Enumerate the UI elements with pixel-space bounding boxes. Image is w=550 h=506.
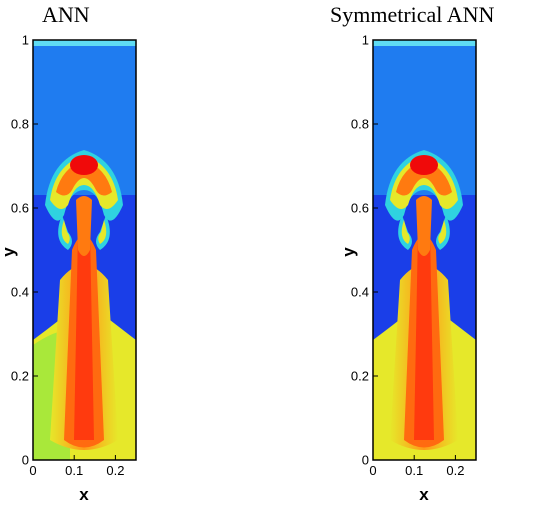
y-tick-label: 0.4: [351, 285, 369, 300]
y-tick-label: 0.2: [11, 369, 29, 384]
vortex-left-core: [61, 220, 70, 244]
chart-panel-symmetrical-ann: Symmetrical ANN: [330, 0, 550, 506]
x-tick-label: 0: [29, 463, 36, 478]
x-tick-label: 0.1: [405, 463, 423, 478]
x-tick-label: 0: [369, 463, 376, 478]
chart-title: Symmetrical ANN: [330, 2, 495, 27]
axis-ticks: 0 0.2 0.4 0.6 0.8 1 0 0.1 0.2: [11, 33, 125, 479]
y-tick-label: 0: [362, 453, 369, 468]
y-tick-label: 0.4: [11, 285, 29, 300]
top-band: [33, 40, 136, 46]
chart-panel-ann: ANN: [0, 0, 170, 506]
chart-svg: 0 0.2 0.4 0.6 0.8 1 0 0.1 0.2 y x: [0, 33, 137, 504]
y-tick-label: 0.8: [351, 117, 369, 132]
cap-ring: [390, 155, 458, 209]
vortex-right-core: [98, 220, 107, 244]
top-band: [373, 40, 476, 46]
chart-title: ANN: [42, 2, 90, 27]
y-tick-label: 0.8: [11, 117, 29, 132]
vortex-left-core: [401, 220, 410, 244]
x-axis-label: x: [79, 485, 89, 504]
chart-svg: 0 0.2 0.4 0.6 0.8 1 0 0.1 0.2 y x: [339, 33, 477, 504]
x-tick-label: 0.2: [446, 463, 464, 478]
y-axis-label: y: [0, 247, 18, 257]
y-tick-label: 1: [362, 33, 369, 48]
cap-peak: [70, 155, 98, 175]
cap-hot: [56, 160, 112, 196]
plume-center: [74, 220, 94, 440]
axis-ticks: 0 0.2 0.4 0.6 0.8 1 0 0.1 0.2: [351, 33, 465, 479]
stem: [416, 196, 432, 256]
field-contours: [373, 40, 476, 460]
stem: [76, 196, 92, 256]
y-axis-label: y: [339, 247, 358, 257]
cap-hot: [396, 160, 452, 196]
y-tick-label: 0.6: [351, 201, 369, 216]
plot-frame: [32, 39, 137, 461]
vortex-right-core: [438, 220, 447, 244]
x-tick-label: 0.1: [65, 463, 83, 478]
cap-ring: [50, 155, 118, 209]
plume-center: [414, 220, 434, 440]
y-tick-label: 0.2: [351, 369, 369, 384]
y-tick-label: 0: [22, 453, 29, 468]
y-tick-label: 1: [22, 33, 29, 48]
field-contours: [33, 40, 136, 460]
plot-frame: [372, 39, 477, 461]
cap-peak: [410, 155, 438, 175]
x-tick-label: 0.2: [106, 463, 124, 478]
y-tick-label: 0.6: [11, 201, 29, 216]
x-axis-label: x: [419, 485, 429, 504]
